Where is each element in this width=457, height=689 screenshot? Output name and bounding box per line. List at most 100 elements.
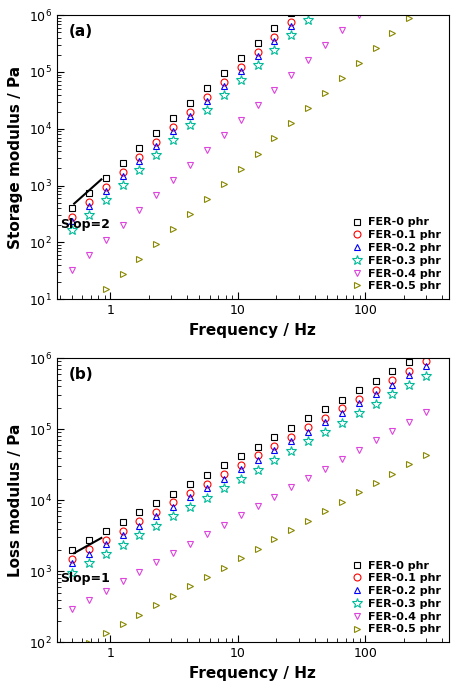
FER-0.3 phr [271, 456, 277, 464]
FER-0.4 phr [322, 41, 328, 49]
FER-0.3 phr [170, 136, 176, 144]
FER-0 phr [322, 405, 328, 413]
FER-0 phr [86, 189, 91, 197]
FER-0.1 phr [86, 198, 91, 207]
FER-0.4 phr [187, 161, 193, 169]
FER-0 phr [305, 0, 311, 2]
FER-0 phr [170, 114, 176, 122]
FER-0.2 phr [86, 202, 91, 210]
FER-0.2 phr [154, 142, 159, 150]
FER-0.5 phr [305, 104, 311, 112]
FER-0.3 phr [103, 196, 108, 205]
FER-0.3 phr [390, 390, 395, 398]
FER-0.1 phr [407, 367, 412, 375]
FER-0.1 phr [390, 376, 395, 384]
FER-0.4 phr [120, 577, 125, 586]
Line: FER-0.1 phr: FER-0.1 phr [69, 0, 430, 221]
FER-0.5 phr [86, 300, 91, 308]
FER-0.5 phr [187, 582, 193, 590]
FER-0 phr [170, 489, 176, 497]
FER-0.1 phr [170, 123, 176, 132]
FER-0.2 phr [288, 437, 294, 445]
FER-0 phr [305, 414, 311, 422]
FER-0.1 phr [305, 423, 311, 431]
FER-0.3 phr [238, 475, 244, 483]
FER-0.4 phr [255, 502, 260, 511]
FER-0.5 phr [390, 470, 395, 478]
FER-0.5 phr [103, 629, 108, 637]
Y-axis label: Storage modulus / Pa: Storage modulus / Pa [8, 65, 23, 249]
Line: FER-0.3 phr: FER-0.3 phr [67, 0, 431, 235]
Text: (a): (a) [69, 23, 93, 39]
FER-0.2 phr [288, 21, 294, 30]
FER-0.1 phr [255, 48, 260, 56]
FER-0.3 phr [120, 540, 125, 548]
Line: FER-0.2 phr: FER-0.2 phr [69, 0, 430, 225]
FER-0.3 phr [86, 559, 91, 568]
FER-0.3 phr [120, 181, 125, 189]
FER-0.5 phr [221, 179, 227, 187]
FER-0.4 phr [305, 56, 311, 64]
FER-0.5 phr [103, 285, 108, 293]
X-axis label: Frequency / Hz: Frequency / Hz [189, 322, 316, 338]
FER-0.5 phr [390, 29, 395, 37]
FER-0.5 phr [288, 526, 294, 534]
FER-0.1 phr [154, 508, 159, 516]
FER-0.1 phr [255, 451, 260, 460]
FER-0.2 phr [137, 522, 142, 530]
FER-0.3 phr [204, 493, 210, 502]
Line: FER-0 phr: FER-0 phr [69, 0, 430, 212]
FER-0.3 phr [154, 151, 159, 159]
FER-0.1 phr [271, 442, 277, 450]
FER-0.1 phr [339, 404, 345, 413]
FER-0.1 phr [69, 214, 74, 222]
FER-0 phr [154, 129, 159, 137]
FER-0.5 phr [339, 74, 345, 83]
FER-0 phr [255, 39, 260, 47]
FER-0 phr [238, 54, 244, 62]
FER-0.2 phr [154, 512, 159, 520]
FER-0.5 phr [154, 601, 159, 609]
FER-0.4 phr [137, 206, 142, 214]
Line: FER-0 phr: FER-0 phr [69, 349, 430, 553]
FER-0.4 phr [170, 176, 176, 184]
FER-0.5 phr [238, 165, 244, 173]
FER-0.3 phr [288, 31, 294, 39]
Y-axis label: Loss modulus / Pa: Loss modulus / Pa [8, 424, 23, 577]
FER-0.1 phr [86, 545, 91, 553]
FER-0.1 phr [305, 3, 311, 11]
FER-0.4 phr [187, 539, 193, 548]
FER-0.2 phr [271, 446, 277, 455]
FER-0.1 phr [187, 108, 193, 116]
FER-0 phr [288, 424, 294, 432]
Text: Slop=2: Slop=2 [60, 218, 110, 232]
FER-0.4 phr [204, 145, 210, 154]
FER-0 phr [255, 442, 260, 451]
FER-0.5 phr [424, 451, 429, 459]
FER-0.1 phr [103, 536, 108, 544]
FER-0.4 phr [305, 474, 311, 482]
FER-0.1 phr [238, 63, 244, 71]
FER-0.4 phr [271, 85, 277, 94]
FER-0.2 phr [120, 531, 125, 539]
FER-0.4 phr [390, 426, 395, 435]
FER-0.5 phr [407, 460, 412, 469]
FER-0.3 phr [170, 513, 176, 521]
FER-0.1 phr [221, 470, 227, 478]
FER-0.4 phr [154, 558, 159, 566]
FER-0.2 phr [204, 484, 210, 492]
Line: FER-0.5 phr: FER-0.5 phr [69, 451, 430, 656]
FER-0 phr [238, 452, 244, 460]
FER-0.3 phr [322, 1, 328, 9]
FER-0.1 phr [170, 498, 176, 506]
Text: Slop=1: Slop=1 [60, 572, 110, 584]
Line: FER-0.4 phr: FER-0.4 phr [69, 0, 430, 274]
FER-0.4 phr [339, 25, 345, 34]
FER-0 phr [271, 23, 277, 32]
FER-0.5 phr [170, 592, 176, 600]
FER-0.2 phr [137, 157, 142, 165]
FER-0.4 phr [288, 483, 294, 491]
FER-0.1 phr [137, 517, 142, 525]
FER-0.4 phr [86, 251, 91, 259]
FER-0.5 phr [339, 497, 345, 506]
